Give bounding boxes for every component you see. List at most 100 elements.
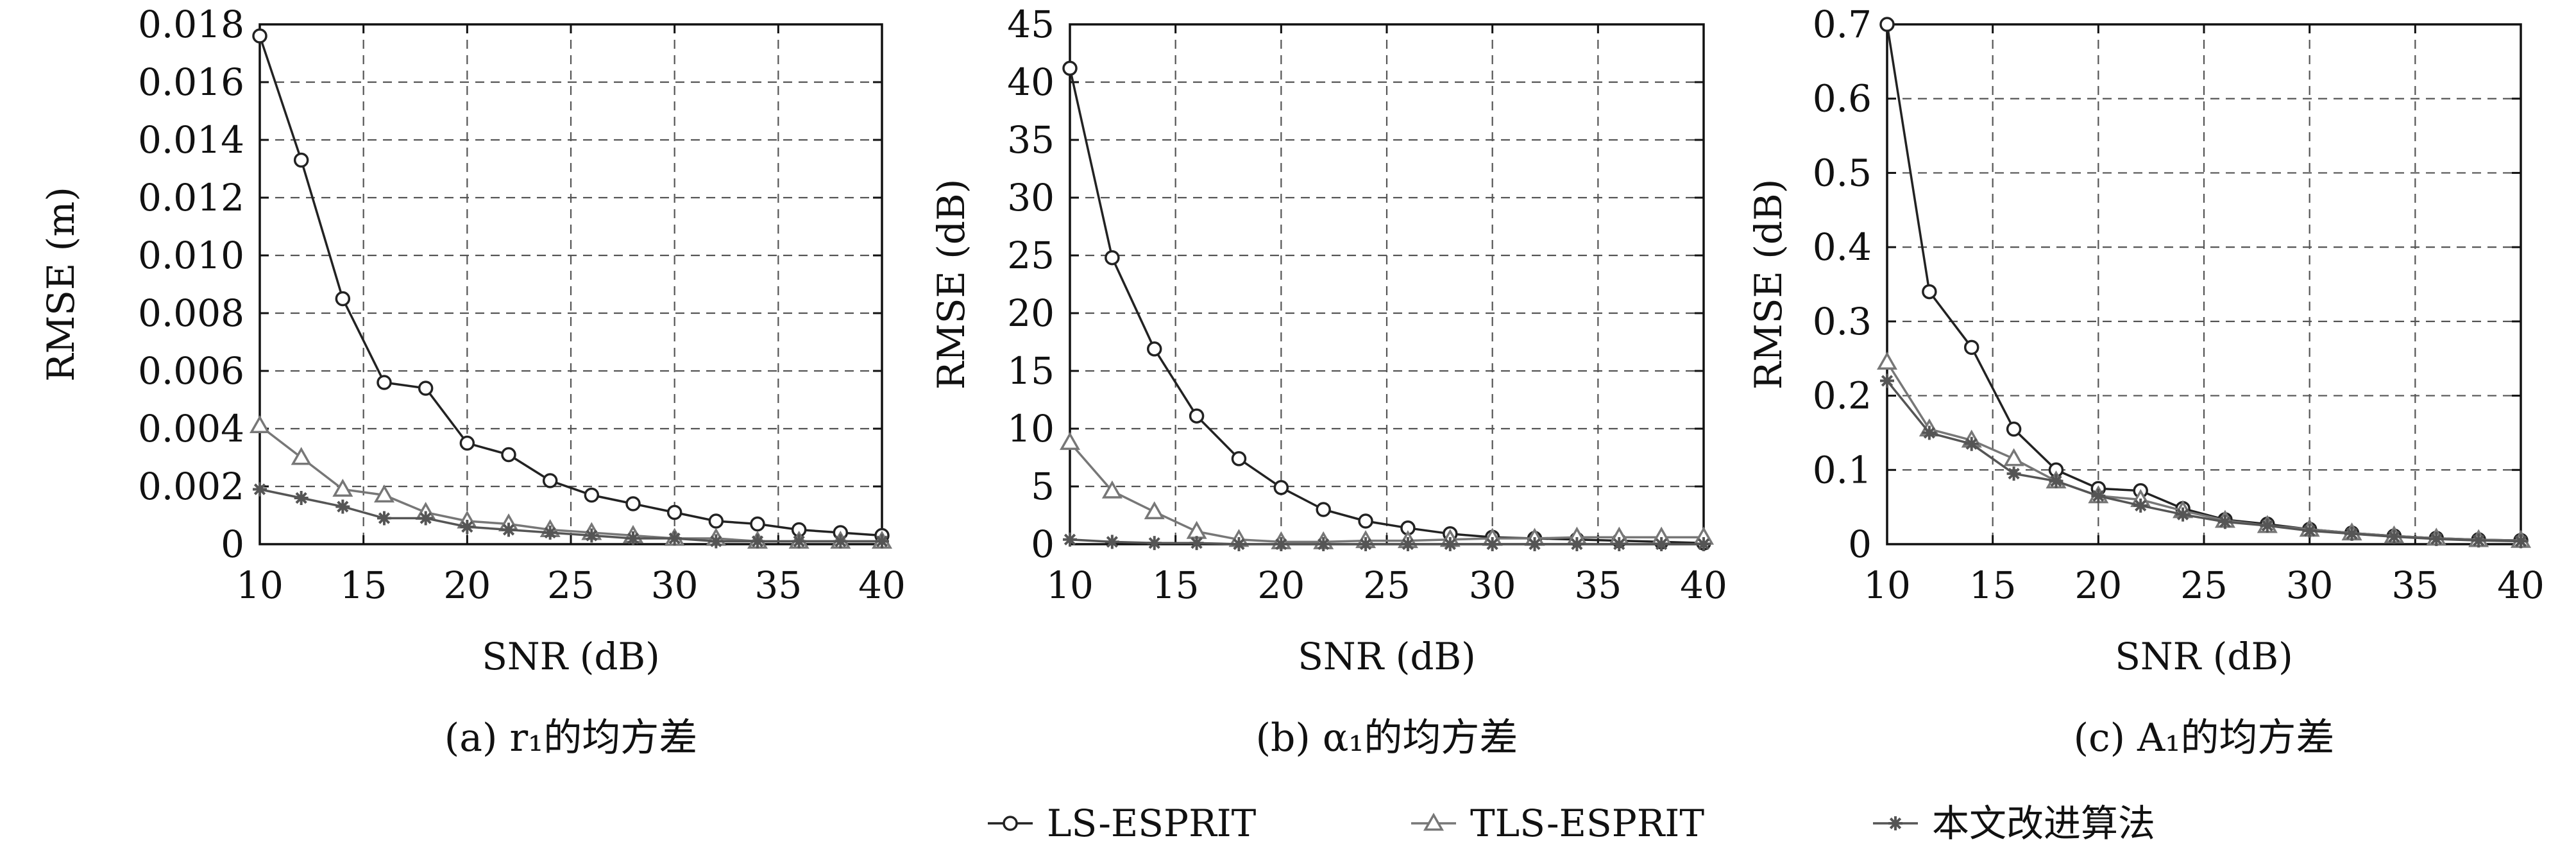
y-tick-label: 0.5 (1813, 151, 1872, 194)
series-3 (1880, 373, 2528, 549)
data-point (253, 482, 267, 497)
chart-panel-1: 10 15 20 25 30 35 40 0 0.002 0.004 0.006 0.008 0.010… (39, 3, 906, 760)
x-tick-label: 30 (651, 563, 699, 607)
legend: LS-ESPRIT TLS-ESPRIT 本文改进算法 (988, 802, 2155, 845)
data-point (335, 291, 351, 307)
data-point (1964, 436, 1979, 451)
y-tick-label: 0.018 (138, 3, 244, 46)
data-point (1189, 408, 1205, 424)
data-point (2302, 524, 2317, 538)
data-point (373, 484, 395, 502)
y-tick-label: 10 (1007, 407, 1055, 450)
chart-caption: (c) A₁的均方差 (2074, 716, 2335, 760)
series-3 (1063, 532, 1711, 551)
data-point (377, 375, 392, 390)
legend-item-3: 本文改进算法 (1873, 802, 2155, 845)
y-tick-label: 0.1 (1813, 448, 1872, 492)
data-point (1316, 502, 1331, 517)
y-tick-label: 0.3 (1813, 300, 1872, 343)
y-tick-label: 0.7 (1813, 3, 1872, 46)
x-axis-label: SNR (dB) (1298, 635, 1476, 678)
x-tick-label: 25 (2180, 563, 2228, 607)
data-point (667, 531, 682, 545)
legend-item-2: TLS-ESPRIT (1411, 802, 1704, 845)
data-point (833, 534, 848, 549)
data-point (875, 534, 889, 549)
data-point (1101, 480, 1123, 499)
x-tick-label: 20 (443, 563, 491, 607)
y-tick-label: 40 (1007, 60, 1055, 104)
x-tick-label: 35 (1574, 563, 1622, 607)
x-axis-label: SNR (dB) (482, 635, 660, 678)
series-line (1069, 538, 1704, 545)
series-3 (253, 482, 889, 549)
data-point (709, 534, 724, 549)
data-point (459, 435, 475, 451)
data-point (1485, 537, 1500, 551)
data-point (1527, 537, 1542, 551)
x-tick-label: 30 (1469, 563, 1516, 607)
data-point (543, 526, 557, 540)
data-point (377, 511, 391, 526)
data-point (2260, 519, 2275, 533)
series-line (1886, 380, 2521, 543)
data-point (2003, 448, 2024, 467)
x-tick-label: 35 (2391, 563, 2439, 607)
x-tick-label: 10 (1863, 563, 1911, 607)
x-tick-label: 35 (754, 563, 802, 607)
data-point (2006, 421, 2022, 437)
y-tick-label: 25 (1007, 234, 1055, 277)
data-point (1963, 339, 1979, 356)
data-point (2344, 526, 2359, 541)
data-point (1186, 520, 1207, 539)
data-point (294, 491, 309, 505)
data-point (750, 516, 765, 532)
data-point (1879, 17, 1895, 32)
data-point (1880, 373, 1894, 388)
chart-caption: (b) α₁的均方差 (1256, 716, 1518, 760)
y-tick-label: 20 (1007, 291, 1055, 335)
data-point (792, 534, 806, 549)
data-point (626, 531, 640, 545)
data-point (1443, 537, 1457, 551)
data-point (1612, 537, 1627, 551)
y-tick-label: 0.016 (138, 60, 244, 104)
data-point (1316, 537, 1331, 551)
data-point (1105, 535, 1119, 549)
data-point (1063, 532, 1077, 547)
x-tick-label: 15 (340, 563, 387, 607)
x-tick-label: 40 (1680, 563, 1727, 607)
y-tick-label: 0 (1031, 522, 1055, 566)
legend-marker (1423, 812, 1445, 831)
legend-label: 本文改进算法 (1932, 802, 2155, 845)
y-axis-label: RMSE (dB) (1747, 179, 1790, 390)
series-1 (252, 28, 890, 544)
data-point (418, 511, 433, 526)
data-point (584, 528, 599, 543)
y-tick-label: 0 (1848, 522, 1872, 566)
y-tick-label: 0.2 (1813, 374, 1872, 418)
data-point (1359, 537, 1373, 551)
data-point (501, 447, 516, 463)
data-point (252, 28, 267, 44)
y-tick-label: 0.012 (138, 176, 244, 219)
data-point (708, 513, 724, 529)
series-line (259, 488, 882, 543)
data-point (2006, 467, 2021, 481)
legend-marker (1888, 816, 1902, 830)
data-point (1231, 451, 1247, 467)
x-tick-label: 20 (1257, 563, 1305, 607)
data-point (1147, 536, 1162, 551)
data-point (1922, 284, 1937, 300)
y-tick-label: 45 (1007, 3, 1055, 46)
grid (1070, 24, 1704, 544)
y-tick-label: 15 (1007, 349, 1055, 393)
y-tick-label: 5 (1031, 465, 1055, 508)
data-point (542, 473, 558, 488)
data-point (1273, 480, 1289, 495)
y-tick-label: 0.010 (138, 234, 244, 277)
y-tick-label: 0 (221, 522, 244, 566)
x-tick-label: 30 (2286, 563, 2334, 607)
y-tick-label: 0.008 (138, 291, 244, 335)
